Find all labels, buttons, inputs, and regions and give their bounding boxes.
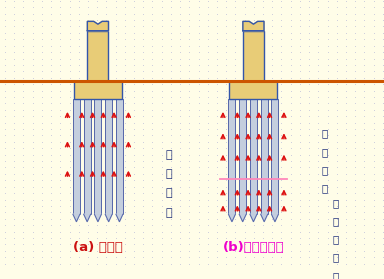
Bar	[240, 81, 266, 85]
Bar	[84, 99, 91, 214]
Polygon shape	[105, 214, 112, 222]
Polygon shape	[271, 214, 278, 222]
Bar	[94, 99, 101, 214]
Text: 土: 土	[333, 252, 339, 263]
Text: 软: 软	[321, 147, 328, 157]
Polygon shape	[116, 214, 123, 222]
Polygon shape	[228, 214, 235, 222]
Text: 层: 层	[333, 271, 339, 279]
Text: (b)端承摩擦桩: (b)端承摩擦桩	[223, 240, 284, 254]
Bar	[229, 81, 277, 99]
Bar	[87, 31, 108, 81]
Text: 层: 层	[166, 208, 172, 218]
Polygon shape	[261, 214, 268, 222]
Text: 弱: 弱	[321, 165, 328, 175]
Text: 硬: 硬	[333, 234, 339, 244]
Text: 坚: 坚	[333, 216, 339, 226]
Text: 弱: 弱	[166, 169, 172, 179]
Bar	[239, 99, 246, 214]
Text: 软: 软	[166, 150, 172, 160]
Text: 层: 层	[321, 183, 328, 193]
Polygon shape	[84, 214, 91, 222]
Polygon shape	[250, 214, 257, 222]
Bar	[73, 99, 80, 214]
Text: 较: 较	[321, 129, 328, 139]
Bar	[74, 81, 122, 99]
Polygon shape	[94, 214, 101, 222]
Text: (a) 摩擦桩: (a) 摩擦桩	[73, 240, 123, 254]
Bar	[243, 31, 264, 81]
Bar	[116, 99, 123, 214]
Bar	[228, 99, 235, 214]
Polygon shape	[239, 214, 246, 222]
Text: 较: 较	[333, 198, 339, 208]
Bar	[261, 99, 268, 214]
Bar	[105, 99, 112, 214]
Bar	[85, 81, 111, 85]
Text: 土: 土	[166, 188, 172, 198]
Bar	[271, 99, 278, 214]
Bar	[250, 99, 257, 214]
Polygon shape	[243, 21, 264, 31]
Polygon shape	[73, 214, 80, 222]
Polygon shape	[87, 21, 109, 31]
